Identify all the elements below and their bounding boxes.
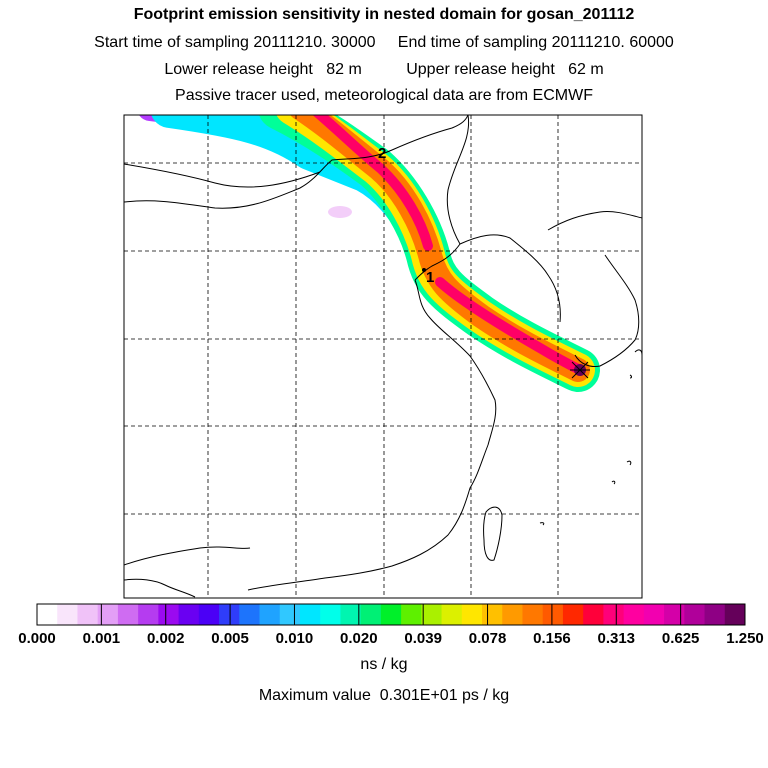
plume-band-red: [312, 115, 585, 375]
tracer-info-line: Passive tracer used, meteorological data…: [175, 87, 593, 104]
vietnam-border: [124, 546, 251, 566]
legend-color-cell: [401, 604, 422, 625]
legend-color-cell: [299, 604, 321, 625]
taiwan-island: [483, 506, 503, 561]
korea-peninsula: [547, 211, 642, 231]
legend-color-cell: [320, 604, 341, 625]
map-frame: [123, 114, 643, 599]
ryukyu-3: [611, 480, 616, 485]
legend-color-cell: [117, 604, 139, 625]
legend-color-cell: [219, 604, 240, 625]
legend-tick-label: 0.625: [661, 630, 700, 647]
legend-color-cell: [562, 604, 584, 625]
legend-color-cell: [259, 604, 281, 625]
legend-color-cell: [441, 604, 463, 625]
legend-color-cell: [97, 604, 119, 625]
plume-footprint: [139, 115, 600, 392]
japan-kyushu: [634, 349, 642, 356]
legend-tick-label: 0.005: [211, 630, 249, 647]
ryukyu-2: [626, 460, 632, 466]
legend-color-cell: [57, 604, 78, 625]
legend-color-cell: [279, 604, 301, 625]
legend-color-cell: [239, 604, 261, 625]
legend-color-cell: [37, 604, 58, 625]
legend-tick-label: 0.313: [597, 630, 636, 647]
ryukyu-1: [629, 374, 632, 379]
china-east-coast: [414, 279, 497, 446]
legend-color-cell: [77, 604, 99, 625]
legend-tick-label: 0.156: [533, 630, 571, 647]
legend-color-cell: [360, 604, 382, 625]
legend-tick-label: 1.250: [726, 630, 764, 647]
legend-color-cell: [522, 604, 544, 625]
legend-tick-label: 0.078: [468, 630, 507, 647]
legend-tick-label: 0.001: [82, 630, 121, 647]
legend-color-cell: [704, 604, 726, 625]
china-southeast-coast: [247, 444, 489, 591]
legend-unit: ns / kg: [360, 656, 408, 673]
legend-color-cell: [664, 604, 685, 625]
korea-border-coast: [459, 234, 561, 323]
legend-color-cell: [340, 604, 362, 625]
border-north-2: [124, 163, 321, 188]
legend-color-cell: [643, 604, 665, 625]
faint-plume-patch: [328, 206, 352, 218]
legend-color-cell: [178, 604, 200, 625]
legend-tick-label: 0.010: [275, 630, 314, 647]
legend-tick-label: 0.039: [404, 630, 442, 647]
legend-color-cell: [198, 604, 220, 625]
border-north: [124, 115, 469, 209]
ryukyu-4: [539, 522, 545, 526]
legend-color-cell: [380, 604, 402, 625]
receptor-marker: [570, 361, 590, 379]
legend-color-cell: [421, 604, 443, 625]
bohai-coast: [414, 115, 470, 281]
map-title: Footprint emission sensitivity in nested…: [133, 6, 635, 23]
legend-color-cell: [724, 604, 746, 625]
trajectory-point-1-label: 1: [426, 269, 434, 286]
legend-color-cell: [158, 604, 180, 625]
coastlines: [124, 115, 642, 598]
maximum-value-text: Maximum value 0.301E+01 ps / kg: [258, 687, 510, 704]
korea-east-coast: [574, 254, 640, 367]
legend-color-cell: [542, 604, 564, 625]
lat-lon-grid: [124, 115, 642, 598]
trajectory-point-1-dot: [422, 268, 426, 272]
legend-color-cell: [623, 604, 645, 625]
legend-color-cell: [482, 604, 503, 625]
legend-tick-label: 0.020: [340, 630, 378, 647]
legend-color-cell: [461, 604, 483, 625]
south-border: [124, 578, 196, 598]
release-height-line: Lower release height 82 m Upper release …: [164, 61, 604, 78]
legend-color-cell: [583, 604, 604, 625]
trajectory-point-2-label: 2: [378, 145, 386, 162]
sampling-time-line: Start time of sampling 20111210. 30000 E…: [94, 34, 674, 51]
legend-color-cell: [502, 604, 523, 625]
legend-tick-label: 0.000: [18, 630, 56, 647]
legend-color-cell: [603, 604, 625, 625]
legend-tick-label: 0.002: [146, 630, 185, 647]
legend-color-cell: [138, 604, 159, 625]
legend-color-cell: [684, 604, 706, 625]
color-legend: [36, 603, 746, 626]
